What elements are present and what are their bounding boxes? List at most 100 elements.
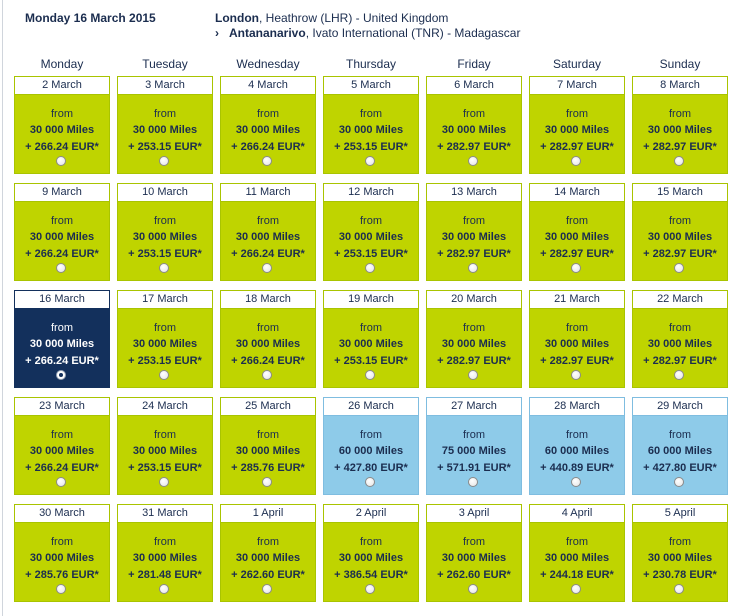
fare-select-radio[interactable] [56, 370, 66, 380]
fare-day-date: 26 March [324, 398, 418, 416]
fare-from-label: from [51, 215, 73, 227]
fare-select-radio[interactable] [674, 584, 684, 594]
fare-from-label: from [360, 536, 382, 548]
fare-price: + 440.89 EUR* [540, 462, 614, 474]
fare-select-radio[interactable] [365, 584, 375, 594]
fare-day-cell[interactable]: 25 March from 30 000 Miles + 285.76 EUR* [220, 397, 316, 495]
fare-day-cell[interactable]: 12 March from 30 000 Miles + 253.15 EUR* [323, 183, 419, 281]
fare-day-cell[interactable]: 22 March from 30 000 Miles + 282.97 EUR* [632, 290, 728, 388]
fare-select-radio[interactable] [56, 263, 66, 273]
fare-day-cell[interactable]: 4 April from 30 000 Miles + 244.18 EUR* [529, 504, 625, 602]
fare-from-label: from [257, 108, 279, 120]
fare-select-radio[interactable] [56, 156, 66, 166]
fare-miles: 60 000 Miles [647, 445, 713, 457]
fare-select-radio[interactable] [159, 263, 169, 273]
fare-day-cell[interactable]: 23 March from 30 000 Miles + 266.24 EUR* [14, 397, 110, 495]
fare-price: + 253.15 EUR* [334, 141, 408, 153]
fare-price: + 266.24 EUR* [25, 462, 99, 474]
fare-select-radio[interactable] [365, 263, 375, 273]
fare-miles: 30 000 Miles [235, 338, 301, 350]
fare-select-radio[interactable] [159, 370, 169, 380]
fare-from-label: from [154, 536, 176, 548]
fare-select-radio[interactable] [468, 263, 478, 273]
fare-select-radio[interactable] [571, 156, 581, 166]
fare-day-cell[interactable]: 20 March from 30 000 Miles + 282.97 EUR* [426, 290, 522, 388]
fare-day-cell[interactable]: 17 March from 30 000 Miles + 253.15 EUR* [117, 290, 213, 388]
fare-select-radio[interactable] [674, 263, 684, 273]
fare-price: + 282.97 EUR* [437, 248, 511, 260]
fare-day-cell[interactable]: 29 March from 60 000 Miles + 427.80 EUR* [632, 397, 728, 495]
fare-miles: 30 000 Miles [338, 124, 404, 136]
fare-select-radio[interactable] [56, 584, 66, 594]
fare-day-cell[interactable]: 2 April from 30 000 Miles + 386.54 EUR* [323, 504, 419, 602]
fare-day-cell[interactable]: 2 March from 30 000 Miles + 266.24 EUR* [14, 76, 110, 174]
fare-select-radio[interactable] [674, 370, 684, 380]
fare-day-cell[interactable]: 24 March from 30 000 Miles + 253.15 EUR* [117, 397, 213, 495]
fare-select-radio[interactable] [365, 370, 375, 380]
fare-select-radio[interactable] [468, 584, 478, 594]
fare-select-radio[interactable] [365, 477, 375, 487]
fare-price: + 253.15 EUR* [128, 248, 202, 260]
fare-select-radio[interactable] [468, 156, 478, 166]
fare-day-cell[interactable]: 21 March from 30 000 Miles + 282.97 EUR* [529, 290, 625, 388]
fare-day-cell[interactable]: 6 March from 30 000 Miles + 282.97 EUR* [426, 76, 522, 174]
fare-miles: 30 000 Miles [647, 552, 713, 564]
fare-day-date: 16 March [15, 291, 109, 309]
fare-select-radio[interactable] [468, 370, 478, 380]
fare-day-date: 2 March [15, 77, 109, 95]
fare-select-radio[interactable] [159, 477, 169, 487]
fare-from-label: from [154, 429, 176, 441]
fare-select-radio[interactable] [468, 477, 478, 487]
fare-select-radio[interactable] [365, 156, 375, 166]
fare-select-radio[interactable] [262, 477, 272, 487]
fare-day-cell[interactable]: 5 April from 30 000 Miles + 230.78 EUR* [632, 504, 728, 602]
fare-day-cell[interactable]: 3 March from 30 000 Miles + 253.15 EUR* [117, 76, 213, 174]
route-destination: › Antananarivo, Ivato International (TNR)… [215, 26, 520, 40]
fare-miles: 30 000 Miles [29, 445, 95, 457]
fare-day-cell[interactable]: 18 March from 30 000 Miles + 266.24 EUR* [220, 290, 316, 388]
fare-day-cell[interactable]: 8 March from 30 000 Miles + 282.97 EUR* [632, 76, 728, 174]
fare-day-cell[interactable]: 3 April from 30 000 Miles + 262.60 EUR* [426, 504, 522, 602]
fare-day-cell[interactable]: 5 March from 30 000 Miles + 253.15 EUR* [323, 76, 419, 174]
fare-miles: 60 000 Miles [338, 445, 404, 457]
fare-select-radio[interactable] [262, 584, 272, 594]
fare-day-cell[interactable]: 9 March from 30 000 Miles + 266.24 EUR* [14, 183, 110, 281]
fare-select-radio[interactable] [262, 263, 272, 273]
fare-select-radio[interactable] [159, 156, 169, 166]
fare-day-cell[interactable]: 7 March from 30 000 Miles + 282.97 EUR* [529, 76, 625, 174]
fare-day-cell[interactable]: 13 March from 30 000 Miles + 282.97 EUR* [426, 183, 522, 281]
fare-day-cell[interactable]: 26 March from 60 000 Miles + 427.80 EUR* [323, 397, 419, 495]
fare-select-radio[interactable] [571, 263, 581, 273]
fare-select-radio[interactable] [56, 477, 66, 487]
fare-day-cell[interactable]: 19 March from 30 000 Miles + 253.15 EUR* [323, 290, 419, 388]
fare-price: + 282.97 EUR* [540, 355, 614, 367]
fare-day-cell[interactable]: 15 March from 30 000 Miles + 282.97 EUR* [632, 183, 728, 281]
fare-day-cell[interactable]: 31 March from 30 000 Miles + 281.48 EUR* [117, 504, 213, 602]
fare-miles: 30 000 Miles [235, 552, 301, 564]
fare-day-cell[interactable]: 11 March from 30 000 Miles + 266.24 EUR* [220, 183, 316, 281]
fare-day-cell[interactable]: 1 April from 30 000 Miles + 262.60 EUR* [220, 504, 316, 602]
fare-miles: 30 000 Miles [544, 124, 610, 136]
fare-select-radio[interactable] [262, 156, 272, 166]
fare-from-label: from [51, 108, 73, 120]
fare-from-label: from [669, 429, 691, 441]
fare-select-radio[interactable] [571, 370, 581, 380]
fare-price: + 253.15 EUR* [128, 355, 202, 367]
fare-from-label: from [51, 536, 73, 548]
fare-select-radio[interactable] [159, 584, 169, 594]
fare-select-radio[interactable] [571, 584, 581, 594]
fare-price: + 571.91 EUR* [437, 462, 511, 474]
fare-day-date: 23 March [15, 398, 109, 416]
fare-day-cell[interactable]: 30 March from 30 000 Miles + 285.76 EUR* [14, 504, 110, 602]
fare-day-cell[interactable]: 14 March from 30 000 Miles + 282.97 EUR* [529, 183, 625, 281]
fare-select-radio[interactable] [674, 477, 684, 487]
fare-price: + 266.24 EUR* [231, 141, 305, 153]
fare-day-cell[interactable]: 10 March from 30 000 Miles + 253.15 EUR* [117, 183, 213, 281]
fare-day-cell[interactable]: 4 March from 30 000 Miles + 266.24 EUR* [220, 76, 316, 174]
fare-select-radio[interactable] [262, 370, 272, 380]
fare-day-cell[interactable]: 16 March from 30 000 Miles + 266.24 EUR* [14, 290, 110, 388]
fare-day-cell[interactable]: 28 March from 60 000 Miles + 440.89 EUR* [529, 397, 625, 495]
fare-day-cell[interactable]: 27 March from 75 000 Miles + 571.91 EUR* [426, 397, 522, 495]
fare-select-radio[interactable] [571, 477, 581, 487]
fare-select-radio[interactable] [674, 156, 684, 166]
